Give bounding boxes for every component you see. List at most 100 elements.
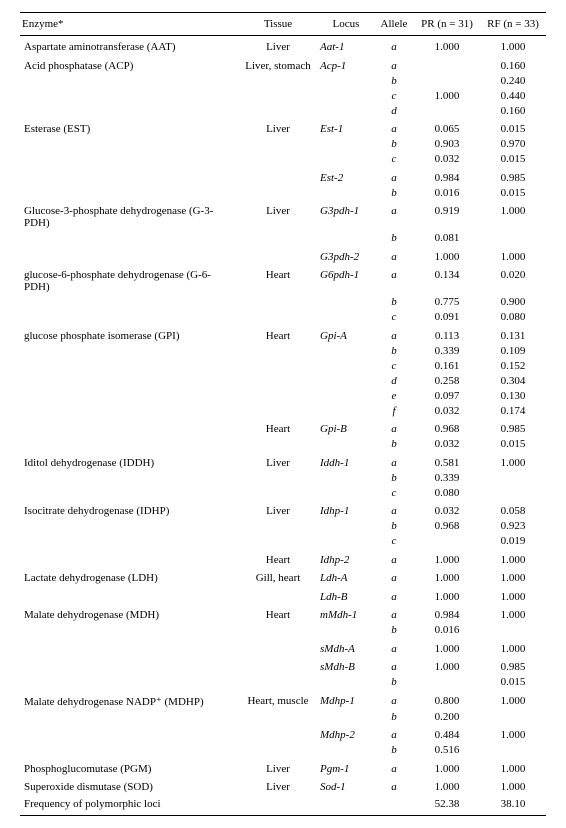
- locus-cell: Idhp-1: [318, 500, 374, 519]
- allele-cell: c: [374, 152, 414, 167]
- allele-cell: c: [374, 534, 414, 549]
- locus-cell: [318, 231, 374, 246]
- table-row: b0.3390.109: [20, 343, 546, 358]
- rf-cell: 0.015: [480, 152, 546, 167]
- table-row: d0.160: [20, 103, 546, 118]
- pr-cell: 1.000: [414, 776, 480, 795]
- enzyme-cell: Esterase (EST): [20, 118, 238, 137]
- enzyme-cell: Glucose-3-phosphate dehydrogenase (G-3-P…: [20, 200, 238, 231]
- empty-cell: [374, 795, 414, 816]
- locus-cell: [318, 73, 374, 88]
- locus-cell: Gpi-B: [318, 418, 374, 437]
- enzyme-cell: [20, 586, 238, 605]
- pr-cell: 0.800: [414, 690, 480, 710]
- locus-cell: mMdh-1: [318, 604, 374, 623]
- table-row: f0.0320.174: [20, 403, 546, 418]
- allele-cell: b: [374, 743, 414, 758]
- table-row: b0.516: [20, 743, 546, 758]
- rf-cell: 1.000: [480, 776, 546, 795]
- tissue-cell: [238, 388, 318, 403]
- pr-cell: 1.000: [414, 567, 480, 586]
- locus-cell: [318, 137, 374, 152]
- tissue-cell: Gill, heart: [238, 567, 318, 586]
- summary-rf: 38.10: [480, 795, 546, 816]
- locus-cell: Mdhp-1: [318, 690, 374, 710]
- tissue-cell: [238, 709, 318, 724]
- locus-cell: Est-1: [318, 118, 374, 137]
- pr-cell: 0.081: [414, 231, 480, 246]
- pr-cell: 0.080: [414, 485, 480, 500]
- tissue-cell: [238, 586, 318, 605]
- pr-cell: 0.581: [414, 452, 480, 471]
- tissue-cell: Liver: [238, 452, 318, 471]
- locus-cell: [318, 358, 374, 373]
- rf-cell: [480, 743, 546, 758]
- enzyme-cell: Aspartate aminotransferase (AAT): [20, 36, 238, 55]
- pr-cell: [414, 103, 480, 118]
- locus-cell: [318, 343, 374, 358]
- table-row: sMdh-Ba1.0000.985: [20, 656, 546, 675]
- rf-cell: 0.015: [480, 675, 546, 690]
- locus-cell: [318, 388, 374, 403]
- enzyme-cell: [20, 152, 238, 167]
- enzyme-cell: [20, 388, 238, 403]
- enzyme-cell: [20, 656, 238, 675]
- rf-cell: 0.160: [480, 55, 546, 74]
- tissue-cell: [238, 403, 318, 418]
- pr-cell: 0.091: [414, 310, 480, 325]
- allele-cell: a: [374, 656, 414, 675]
- pr-cell: 0.113: [414, 325, 480, 344]
- pr-cell: 0.919: [414, 200, 480, 231]
- locus-cell: [318, 185, 374, 200]
- table-row: glucose phosphate isomerase (GPI)HeartGp…: [20, 325, 546, 344]
- table-row: e0.0970.130: [20, 388, 546, 403]
- tissue-cell: Liver: [238, 200, 318, 231]
- tissue-cell: Heart: [238, 549, 318, 568]
- table-row: Isocitrate dehydrogenase (IDHP)LiverIdhp…: [20, 500, 546, 519]
- enzyme-cell: [20, 88, 238, 103]
- summary-pr: 52.38: [414, 795, 480, 816]
- enzyme-cell: Isocitrate dehydrogenase (IDHP): [20, 500, 238, 519]
- locus-cell: [318, 743, 374, 758]
- table-row: b0.0160.015: [20, 185, 546, 200]
- pr-cell: 0.339: [414, 343, 480, 358]
- rf-cell: 0.985: [480, 167, 546, 186]
- table-row: Acid phosphatase (ACP)Liver, stomachAcp-…: [20, 55, 546, 74]
- rf-cell: [480, 470, 546, 485]
- tissue-cell: [238, 373, 318, 388]
- enzyme-cell: [20, 519, 238, 534]
- allele-cell: a: [374, 758, 414, 777]
- tissue-cell: [238, 310, 318, 325]
- pr-cell: 0.968: [414, 418, 480, 437]
- tissue-cell: [238, 137, 318, 152]
- summary-label: Frequency of polymorphic loci: [20, 795, 238, 816]
- header-enzyme: Enzyme*: [20, 13, 238, 36]
- locus-cell: Mdhp-2: [318, 724, 374, 743]
- enzyme-cell: [20, 167, 238, 186]
- rf-cell: 1.000: [480, 549, 546, 568]
- table-row: Superoxide dismutase (SOD)LiverSod-1a1.0…: [20, 776, 546, 795]
- pr-cell: [414, 675, 480, 690]
- rf-cell: 0.174: [480, 403, 546, 418]
- enzyme-cell: [20, 549, 238, 568]
- tissue-cell: [238, 638, 318, 657]
- rf-cell: 0.015: [480, 437, 546, 452]
- locus-cell: [318, 470, 374, 485]
- locus-cell: [318, 403, 374, 418]
- pr-cell: 0.032: [414, 500, 480, 519]
- enzyme-cell: Malate dehydrogenase NADP⁺ (MDHP): [20, 690, 238, 710]
- pr-cell: 1.000: [414, 36, 480, 55]
- table-row: b0.339: [20, 470, 546, 485]
- table-row: Ldh-Ba1.0001.000: [20, 586, 546, 605]
- table-row: c0.080: [20, 485, 546, 500]
- tissue-cell: [238, 437, 318, 452]
- enzyme-cell: [20, 295, 238, 310]
- allele-cell: a: [374, 690, 414, 710]
- pr-cell: 0.516: [414, 743, 480, 758]
- rf-cell: 0.058: [480, 500, 546, 519]
- allele-cell: a: [374, 452, 414, 471]
- locus-cell: [318, 310, 374, 325]
- pr-cell: 0.032: [414, 403, 480, 418]
- allele-cell: f: [374, 403, 414, 418]
- pr-cell: 0.200: [414, 709, 480, 724]
